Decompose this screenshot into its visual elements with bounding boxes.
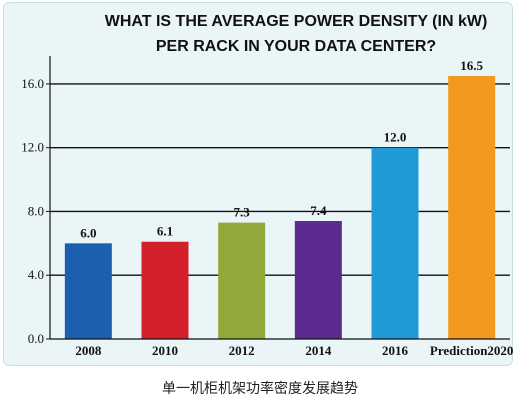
gridlines [50,83,510,276]
x-tick-label: 2014 [305,343,332,358]
chart-title-line-1: WHAT IS THE AVERAGE POWER DENSITY (IN kW… [105,13,488,30]
bar [141,241,189,339]
y-tick-label: 12.0 [21,140,44,155]
bar-value-label: 7.4 [310,203,327,218]
chart-title-line-2: PER RACK IN YOUR DATA CENTER? [156,38,436,55]
y-tick-label: 8.0 [28,203,44,218]
bar-value-label: 12.0 [384,130,407,145]
bar [371,147,419,339]
bars [64,75,496,339]
bar-value-label: 16.5 [460,58,483,73]
x-tick-label: 2010 [152,343,178,358]
bar [218,222,266,339]
bar-value-label: 7.3 [234,205,251,220]
y-tick-label: 4.0 [28,267,44,282]
x-tick-label: 2012 [229,343,255,358]
labels: 0.0 4.0 8.0 12.0 16.0 6.0 2008 6.1 2010 7.3 2012 7.… [21,58,513,358]
bar [448,75,496,339]
y-tick-label: 0.0 [28,331,44,346]
bar [294,221,342,339]
bar [64,243,112,339]
y-tick-label: 16.0 [21,76,44,91]
x-tick-label: 2008 [75,343,102,358]
power-density-chart: WHAT IS THE AVERAGE POWER DENSITY (IN kW… [21,13,513,358]
axes [46,56,510,340]
bar-value-label: 6.0 [80,225,96,240]
x-tick-label: 2016 [382,343,409,358]
chart-caption: 单一机柜机架功率密度发展趋势 [162,381,358,397]
bar-value-label: 6.1 [157,224,173,239]
x-tick-label: Prediction2020 [430,343,514,358]
